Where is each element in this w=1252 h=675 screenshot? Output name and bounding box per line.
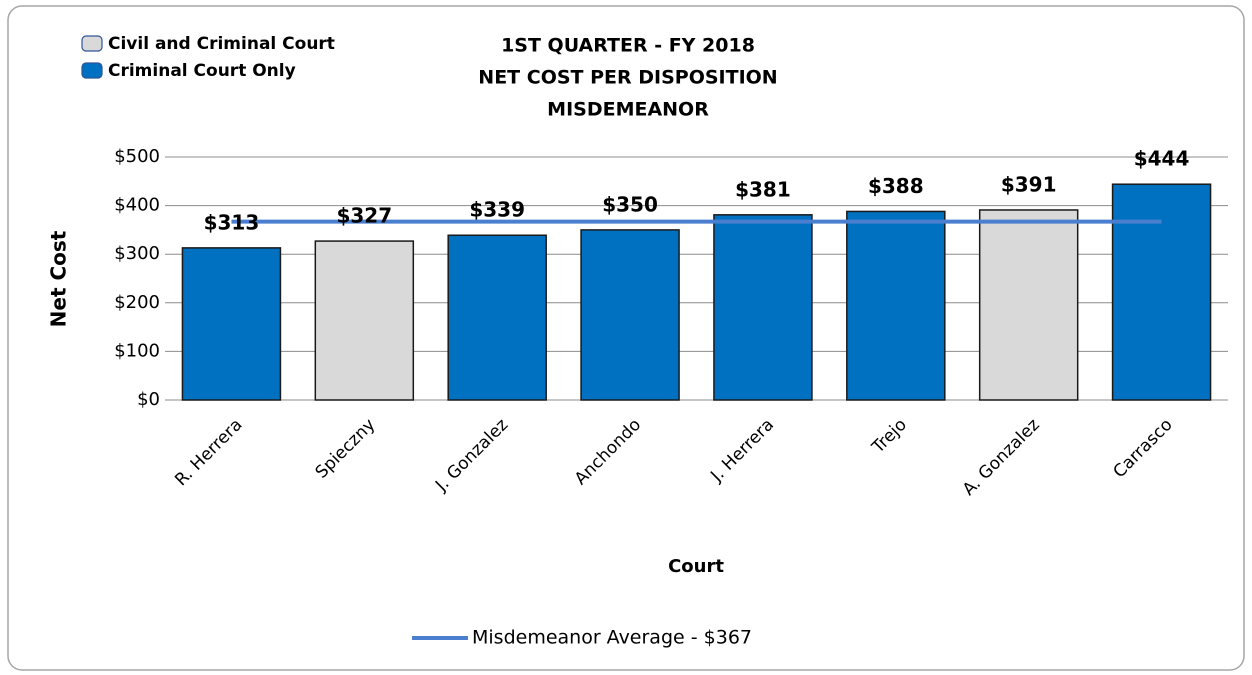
bar [713,214,813,401]
x-axis-label: Court [668,556,724,577]
data-label: $444 [1134,147,1190,171]
bar [181,247,282,401]
chart-title: 1ST QUARTER - FY 2018 [501,35,755,57]
chart-title: MISDEMEANOR [547,99,709,121]
bar [447,234,547,401]
legend-swatch [81,62,103,79]
legend-swatch [81,35,103,52]
bar [314,240,415,401]
bar [580,229,680,401]
y-tick-label: $500 [114,146,160,167]
data-label: $350 [602,192,658,216]
y-tick-label: $300 [114,243,160,264]
data-label: $381 [735,177,791,201]
y-axis-label: Net Cost [47,230,71,327]
data-label: $327 [336,204,392,228]
legend-label: Criminal Court Only [108,61,296,81]
data-label: $313 [204,210,260,234]
legend-label: Civil and Criminal Court [108,34,335,54]
y-tick-label: $400 [114,195,160,216]
bar [846,210,946,401]
data-label: $388 [868,174,924,198]
y-tick-label: $200 [114,292,160,313]
chart-title: NET COST PER DISPOSITION [478,67,777,89]
data-label: $339 [469,198,525,222]
legend-label: Misdemeanor Average - $367 [472,627,752,649]
bar [1111,183,1212,401]
y-tick-label: $100 [114,340,160,361]
bar [978,209,1079,401]
data-label: $391 [1001,172,1057,196]
y-tick-label: $0 [137,389,160,410]
